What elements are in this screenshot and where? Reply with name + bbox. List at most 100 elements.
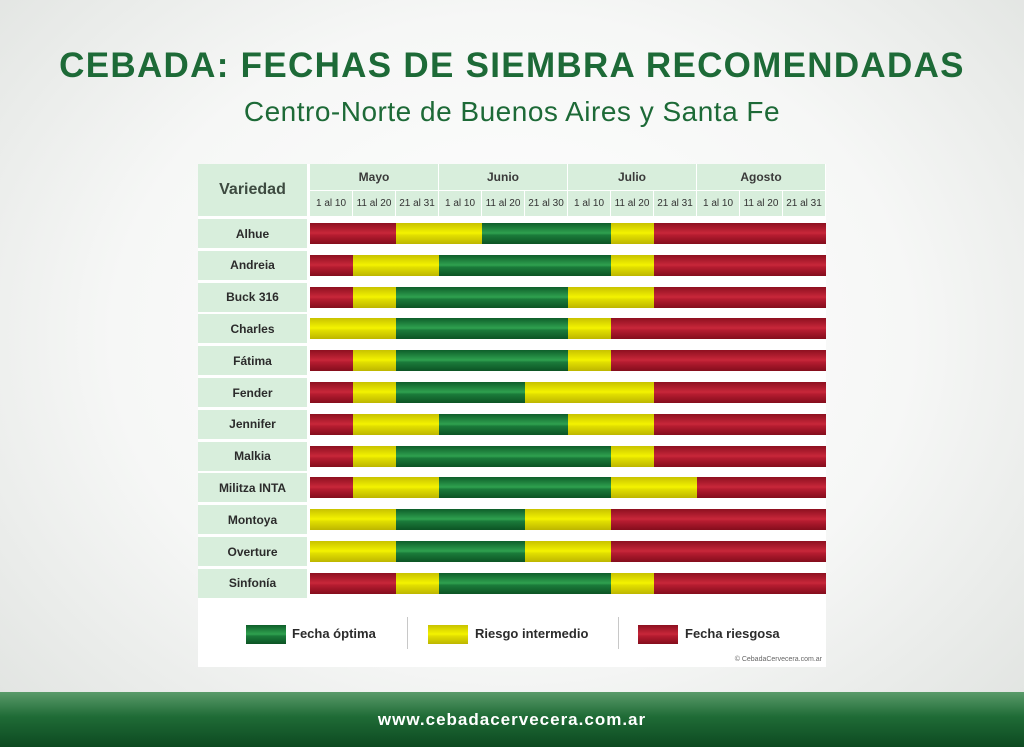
variety-label-alhue: Alhue [198,219,307,248]
period-header: 21 al 31 [654,191,696,216]
period-header: 21 al 30 [525,191,567,216]
bar-segment-intermediate [568,318,611,340]
bar-segment-risky [310,413,353,435]
bar-segment-intermediate [353,350,396,372]
month-header-julio: Julio [568,164,696,190]
bar-segment-intermediate [611,254,654,276]
bar-segment-risky [611,350,826,372]
bar-segment-optimal [439,413,568,435]
month-header-junio: Junio [439,164,567,190]
bar-segment-optimal [396,382,525,403]
legend-divider [618,617,619,649]
bar-segment-intermediate [568,350,611,372]
bar-segment-optimal [396,350,568,372]
legend-label-intermediate: Riesgo intermedio [475,626,589,641]
period-header: 11 al 20 [611,191,653,216]
copyright-credit: © CebadaCervecera.com.ar [734,656,822,663]
variety-label-jennifer: Jennifer [198,409,307,439]
bar-segment-optimal [396,318,568,340]
period-header: 11 al 20 [740,191,782,216]
bar-segment-risky [654,445,826,467]
bar-segment-intermediate [353,382,396,403]
bar-segment-optimal [396,445,611,467]
variety-label-fender: Fender [198,378,307,407]
period-header: 1 al 10 [310,191,352,216]
period-header: 1 al 10 [697,191,739,216]
legend-label-optimal: Fecha óptima [292,626,376,641]
bar-segment-intermediate [611,477,697,499]
period-header: 1 al 10 [568,191,610,216]
bar-segment-risky [611,541,826,562]
bar-segment-risky [310,350,353,372]
bar-segment-intermediate [310,509,396,531]
bar-segment-risky [654,382,826,403]
bar-segment-intermediate [353,286,396,308]
month-header-agosto: Agosto [697,164,825,190]
bar-segment-optimal [439,477,611,499]
period-header: 1 al 10 [439,191,481,216]
bar-segment-intermediate [353,413,439,435]
variety-label-overture: Overture [198,537,307,566]
bar-segment-intermediate [353,254,439,276]
bar-segment-intermediate [611,572,654,594]
bar-segment-optimal [439,254,611,276]
bar-segment-risky [310,254,353,276]
legend-swatch-intermediate [428,625,468,644]
bar-segment-intermediate [611,445,654,467]
bar-segment-intermediate [353,445,396,467]
bar-segment-optimal [396,286,568,308]
bar-segment-intermediate [525,382,654,403]
legend-label-risky: Fecha riesgosa [685,626,780,641]
bar-segment-intermediate [396,223,482,244]
bar-segment-risky [310,286,353,308]
bar-segment-risky [611,318,826,340]
bar-segment-intermediate [525,509,611,531]
bar-segment-risky [310,223,396,244]
footer-website-link[interactable]: www.cebadacervecera.com.ar [377,710,647,729]
variety-label-buck-316: Buck 316 [198,282,307,312]
legend: Fecha óptima Riesgo intermedio Fecha rie… [198,617,826,653]
bar-segment-risky [654,413,826,435]
period-header: 11 al 20 [353,191,395,216]
bar-segment-risky [697,477,826,499]
bar-segment-risky [611,509,826,531]
variety-label-montoya: Montoya [198,505,307,535]
footer-bar: www.cebadacervecera.com.ar [0,692,1024,747]
legend-divider [407,617,408,649]
page-title: CEBADA: FECHAS DE SIEMBRA RECOMENDADAS [59,46,965,85]
variety-label-malkia: Malkia [198,441,307,471]
bar-segment-intermediate [611,223,654,244]
variety-column-header: Variedad [198,164,307,216]
bar-segment-intermediate [568,286,654,308]
bar-segment-risky [310,477,353,499]
page-subtitle: Centro-Norte de Buenos Aires y Santa Fe [243,96,781,127]
period-header: 11 al 20 [482,191,524,216]
bar-segment-optimal [482,223,611,244]
bar-segment-intermediate [310,318,396,340]
bar-segment-risky [654,572,826,594]
bar-segment-optimal [439,572,611,594]
period-header: 21 al 31 [783,191,825,216]
bar-segment-intermediate [525,541,611,562]
variety-label-fatima: Fátima [198,346,307,376]
bar-segment-risky [310,572,396,594]
variety-label-charles: Charles [198,314,307,344]
month-header-mayo: Mayo [310,164,438,190]
bar-segment-optimal [396,541,525,562]
bar-segment-risky [654,223,826,244]
bar-segment-intermediate [568,413,654,435]
period-header: 21 al 31 [396,191,438,216]
variety-label-sinfonia: Sinfonía [198,568,307,598]
bar-segment-risky [654,254,826,276]
bar-segment-intermediate [353,477,439,499]
bar-segment-intermediate [310,541,396,562]
bar-segment-risky [310,445,353,467]
sowing-calendar-table: Variedad Mayo Junio Julio Agosto 1 al 10 11 a… [198,164,826,667]
bar-segment-intermediate [396,572,439,594]
bar-segment-risky [310,382,353,403]
variety-label-militza-inta: Militza INTA [198,473,307,503]
variety-label-andreia: Andreia [198,250,307,280]
legend-swatch-risky [638,625,678,644]
bar-segment-optimal [396,509,525,531]
bar-segment-risky [654,286,826,308]
